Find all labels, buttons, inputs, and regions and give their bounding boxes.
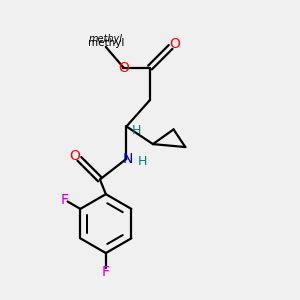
Text: F: F (102, 265, 110, 279)
Text: H: H (138, 155, 147, 168)
Text: methyl: methyl (88, 38, 124, 47)
Text: O: O (118, 61, 129, 75)
Text: methyl: methyl (89, 34, 123, 44)
Text: H: H (132, 124, 141, 137)
Text: O: O (169, 37, 181, 51)
Text: N: N (123, 152, 133, 166)
Text: O: O (70, 149, 80, 163)
Text: F: F (61, 193, 69, 207)
